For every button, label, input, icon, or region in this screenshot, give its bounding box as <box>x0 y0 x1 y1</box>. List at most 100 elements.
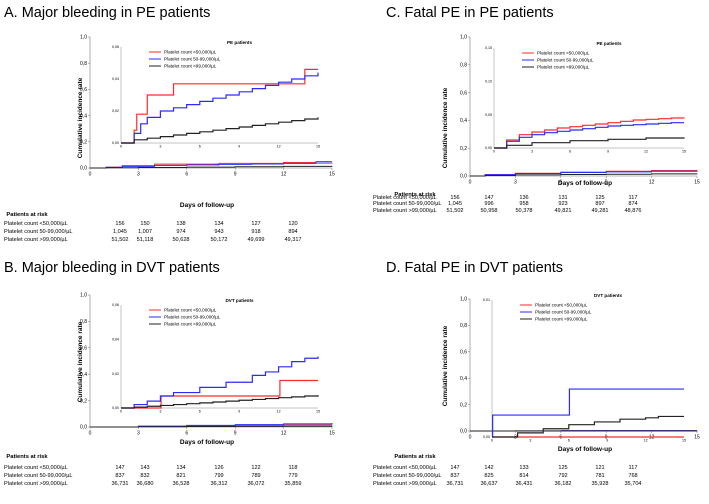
inset-y-tick-label: 0,00 <box>485 146 492 150</box>
risk-value: 897 <box>595 201 604 207</box>
risk-value: 131 <box>558 195 567 201</box>
risk-value: 120 <box>288 221 297 227</box>
risk-value: 974 <box>176 229 185 235</box>
x-tick-label: 3 <box>514 180 517 186</box>
risk-row-label: Platelet count <50,000/µL <box>373 465 437 471</box>
inset-x-tick-label: 9 <box>238 410 240 414</box>
risk-table-header: Patients at risk <box>394 454 436 460</box>
x-tick-label: 3 <box>137 431 140 437</box>
inset-y-tick-label: 0,00 <box>112 406 119 410</box>
risk-value: 125 <box>558 465 567 471</box>
risk-value: 837 <box>115 473 124 479</box>
legend-label: Platelet count >99,000/µL <box>164 64 217 69</box>
panel-title: A. Major bleeding in PE patients <box>4 5 210 21</box>
risk-value: 138 <box>176 221 185 227</box>
x-tick-label: 6 <box>185 172 188 178</box>
risk-value: 996 <box>484 201 493 207</box>
risk-table-header: Patients at risk <box>6 454 48 460</box>
y-tick-label: 0,2 <box>460 146 467 152</box>
risk-value: 133 <box>519 465 528 471</box>
inset-title: DVT patients <box>594 293 623 298</box>
x-tick-label: 15 <box>329 431 335 437</box>
y-tick-label: 0,8 <box>80 61 87 67</box>
x-tick-label: 0 <box>469 435 472 441</box>
inset-y-tick-label: 0,02 <box>112 372 119 376</box>
risk-row-label: Platelet count >99,000/µL <box>4 481 68 487</box>
y-tick-label: 0,0 <box>80 166 87 172</box>
y-axis-label: Cumulative incidence rate <box>442 87 449 168</box>
risk-value: 143 <box>140 465 149 471</box>
y-tick-label: 0,6 <box>460 90 467 96</box>
risk-value: 36,637 <box>480 481 497 487</box>
y-tick-label: 1,0 <box>460 35 467 41</box>
panel-3: D. Fatal PE in DVT patients 0,0 0,2 0,4 0,6 0… <box>373 260 700 487</box>
inset-title: PE patients <box>596 41 621 46</box>
risk-value: 51,118 <box>137 237 154 243</box>
risk-row-label: Platelet count <50,000/µL <box>4 221 68 227</box>
y-axis-label: Cumulative incidence rate <box>77 77 84 158</box>
inset-x-tick-label: 6 <box>568 439 570 443</box>
risk-value: 150 <box>140 221 149 227</box>
risk-value: 117 <box>629 465 638 471</box>
legend-label: Platelet count >99,000/µL <box>164 322 217 327</box>
inset-x-tick-label: 0 <box>120 145 122 149</box>
risk-value: 49,317 <box>284 237 301 243</box>
risk-value: 36,072 <box>247 481 264 487</box>
x-axis-label: Days of follow-up <box>558 180 612 187</box>
risk-row-label: Platelet count 50-99,000/µL <box>373 201 442 207</box>
x-tick-label: 6 <box>559 180 562 186</box>
x-tick-label: 0 <box>89 431 92 437</box>
x-axis-label: Days of follow-up <box>180 439 234 446</box>
risk-value: 126 <box>214 465 223 471</box>
legend-label: Platelet count <50,000/µL <box>537 51 590 56</box>
main-series-line <box>470 173 698 177</box>
inset-series-line <box>492 415 684 438</box>
risk-value: 122 <box>251 465 260 471</box>
inset-series-line <box>121 68 318 144</box>
inset-y-tick-label: 0,04 <box>112 338 119 342</box>
inset-plot: 0,00 0,05 0,10 0,15 0 3 6 9 12 15 PE patients Plate… <box>485 41 686 154</box>
risk-value: 958 <box>519 201 528 207</box>
risk-value: 943 <box>214 229 223 235</box>
inset-x-tick-label: 9 <box>606 439 608 443</box>
inset-series-line <box>121 379 318 409</box>
main-series-line <box>470 170 698 177</box>
inset-x-tick-label: 12 <box>277 145 281 149</box>
inset-x-tick-label: 6 <box>199 145 201 149</box>
inset-series-line <box>492 388 684 438</box>
risk-value: 832 <box>140 473 149 479</box>
x-tick-label: 9 <box>234 431 237 437</box>
risk-value: 36,528 <box>172 481 189 487</box>
panel-2: B. Major bleeding in DVT patients 0,0 0,2 0… <box>4 260 335 487</box>
inset-x-tick-label: 3 <box>529 439 531 443</box>
inset-x-tick-label: 3 <box>531 150 533 154</box>
risk-row-label: Platelet count <50,000/µL <box>4 465 68 471</box>
x-tick-label: 9 <box>234 172 237 178</box>
legend-label: Platelet count 50-99,000/µL <box>537 58 594 63</box>
inset-x-tick-label: 0 <box>493 150 495 154</box>
inset-y-tick-label: 0,10 <box>485 80 492 84</box>
inset-x-tick-label: 9 <box>238 145 240 149</box>
risk-value: 121 <box>595 465 604 471</box>
inset-y-tick-label: 0,15 <box>485 46 492 50</box>
inset-y-tick-label: 0,01 <box>483 298 490 302</box>
inset-series-line <box>494 117 685 149</box>
risk-row-label: Platelet count >99,000/µL <box>4 237 68 243</box>
inset-y-tick-label: 0,02 <box>112 109 119 113</box>
legend-label: Platelet count 50-99,000/µL <box>164 315 221 320</box>
risk-value: 814 <box>519 473 528 479</box>
risk-value: 51,502 <box>111 237 128 243</box>
inset-x-tick-label: 12 <box>644 439 648 443</box>
risk-value: 36,680 <box>136 481 153 487</box>
risk-value: 49,821 <box>554 208 571 214</box>
panel-0: A. Major bleeding in PE patients 0,0 0,2 0,… <box>4 5 335 243</box>
risk-row-label: Platelet count <50,000/µL <box>373 195 437 201</box>
inset-series-line <box>121 395 319 409</box>
inset-y-tick-label: 0,06 <box>112 45 119 49</box>
y-axis-label: Cumulative incidence rate <box>77 321 84 402</box>
inset-x-tick-label: 15 <box>682 150 686 154</box>
risk-value: 156 <box>115 221 124 227</box>
main-series-line <box>90 425 333 428</box>
risk-value: 821 <box>176 473 185 479</box>
risk-value: 127 <box>251 221 260 227</box>
